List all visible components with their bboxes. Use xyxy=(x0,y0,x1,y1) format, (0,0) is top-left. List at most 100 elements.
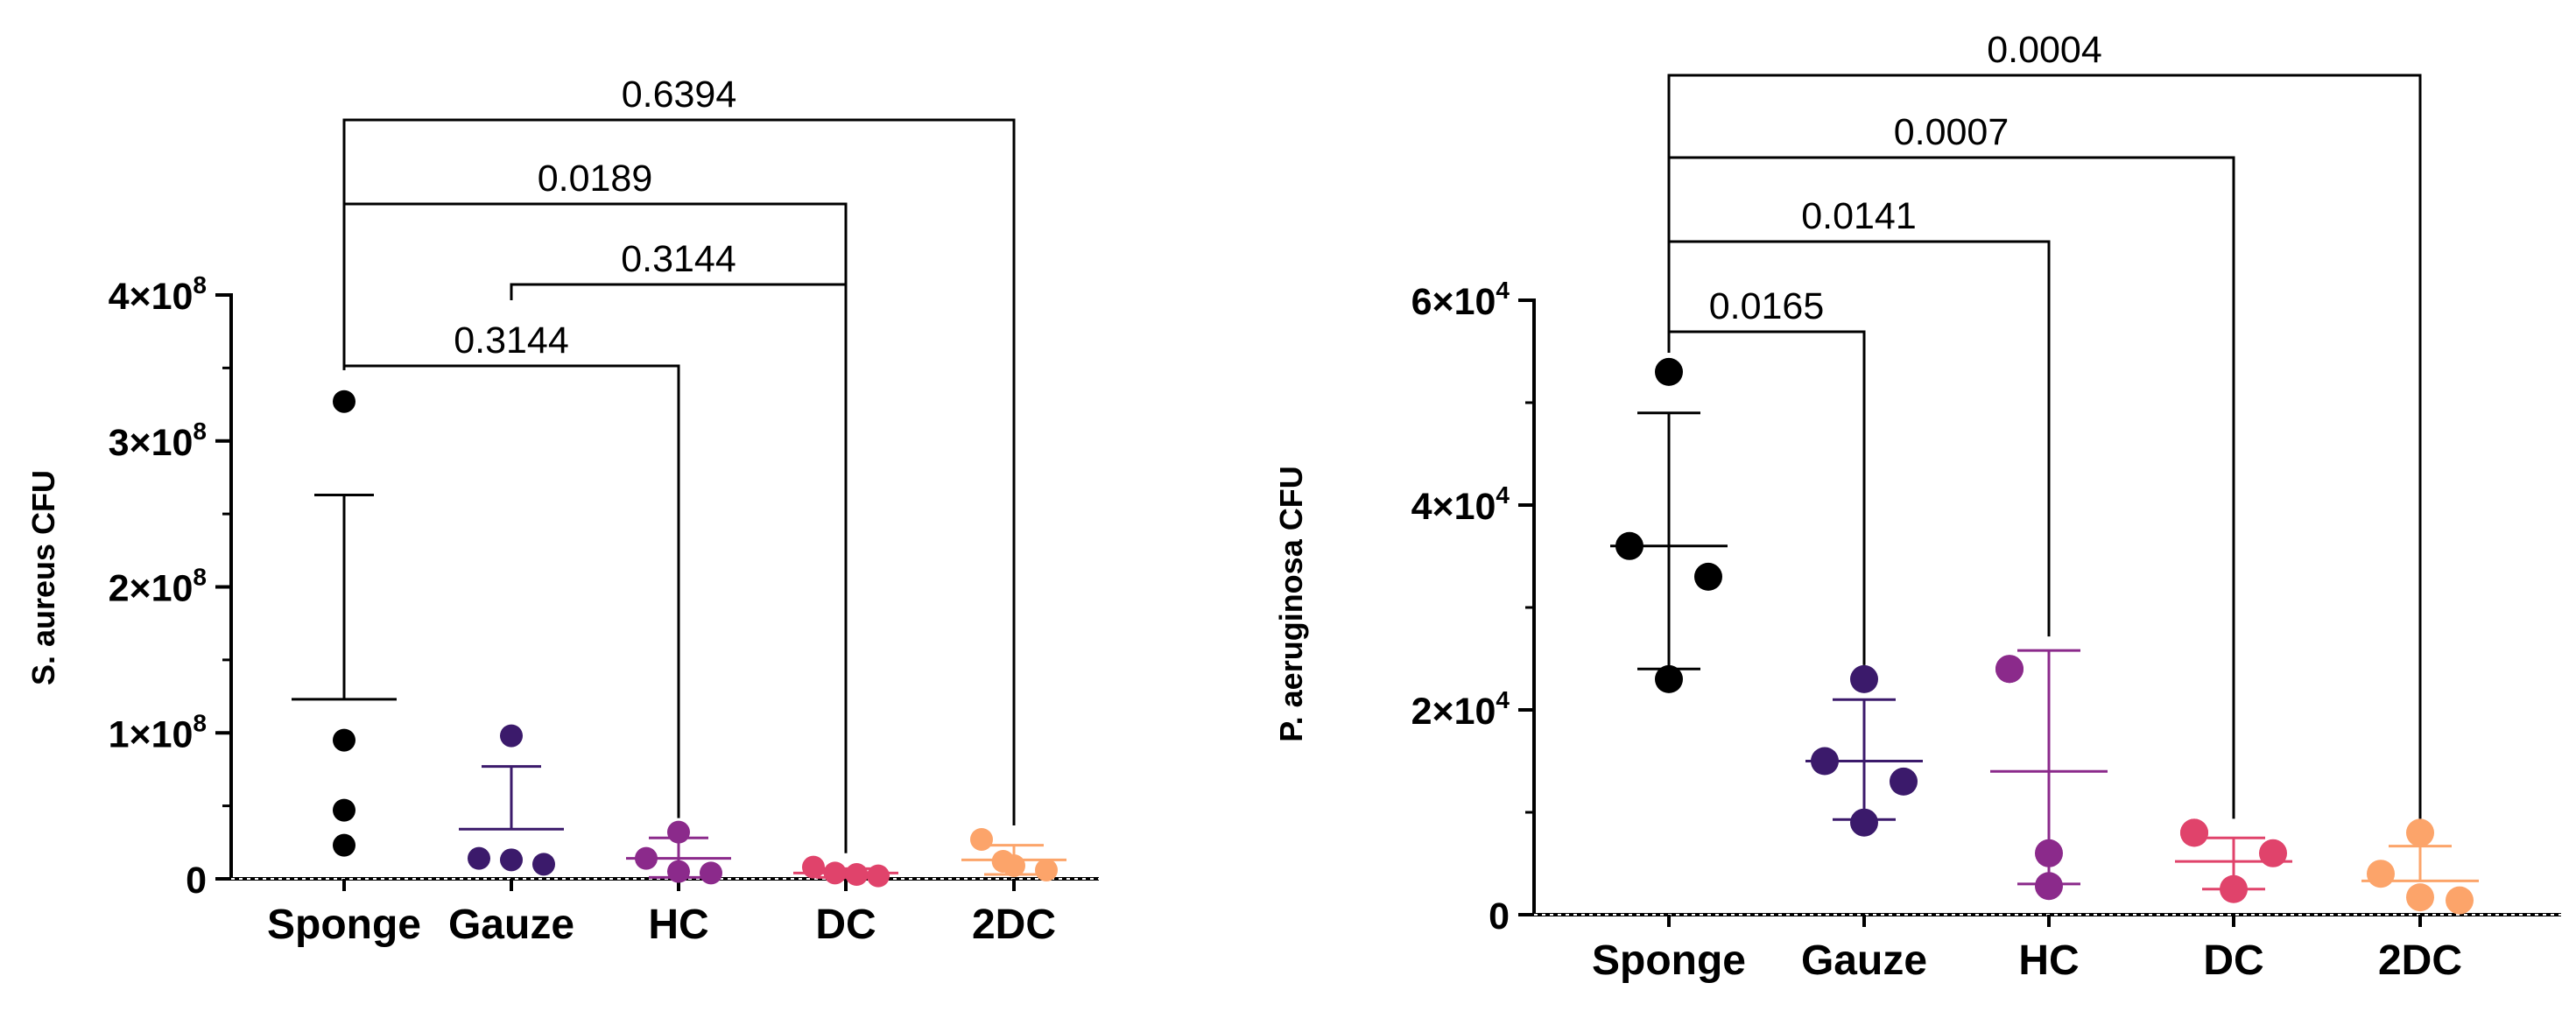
y-tick-label-base: 4×10 xyxy=(1411,486,1496,528)
significance-bracket: 0.3144 xyxy=(342,319,680,818)
data-point xyxy=(2406,818,2434,847)
y-tick-label-exponent: 8 xyxy=(193,271,207,298)
series-hc xyxy=(1990,649,2108,901)
data-point xyxy=(635,846,658,870)
bracket-line xyxy=(1667,156,2235,819)
series-2dc xyxy=(961,827,1066,881)
significance-bracket: 0.0141 xyxy=(1667,195,2051,637)
data-point xyxy=(532,853,555,876)
bracket-line xyxy=(1667,240,2051,637)
data-point xyxy=(2180,818,2208,847)
y-tick-label-base: 2×10 xyxy=(109,568,194,610)
y-tick-label-base: 4×10 xyxy=(109,276,194,318)
p-value-label: 0.3144 xyxy=(621,238,736,280)
data-point xyxy=(2446,886,2474,915)
data-point xyxy=(468,846,490,870)
x-tick-label: Gauze xyxy=(448,902,574,948)
data-point xyxy=(2035,839,2063,867)
data-point xyxy=(1850,664,1878,693)
data-point xyxy=(1811,747,1839,776)
p-value-label: 0.0141 xyxy=(1801,195,1917,237)
y-axis-label: P. aeruginosa CFU xyxy=(1273,466,1309,741)
x-tick-label: Sponge xyxy=(267,902,421,948)
data-point xyxy=(333,798,355,822)
y-tick-label: 0 xyxy=(186,860,207,902)
series-dc xyxy=(793,855,898,888)
x-tick-label: Sponge xyxy=(1592,937,1746,984)
y-tick-label-base: 6×10 xyxy=(1411,281,1496,323)
y-tick-label-exponent: 8 xyxy=(193,564,207,591)
y-axis-label: S. aureus CFU xyxy=(25,470,61,685)
bracket-line xyxy=(342,364,680,818)
data-point xyxy=(333,728,355,752)
y-tick-label-exponent: 4 xyxy=(1496,481,1510,509)
data-point xyxy=(700,861,722,885)
y-tick-label-exponent: 4 xyxy=(1496,277,1510,304)
significance-bracket: 0.0007 xyxy=(1667,111,2235,819)
data-point xyxy=(2367,860,2395,888)
data-point xyxy=(867,864,890,888)
p-value-label: 0.6394 xyxy=(622,74,737,116)
x-tick-label: HC xyxy=(648,902,708,948)
data-point xyxy=(500,848,523,872)
data-point xyxy=(1655,664,1683,693)
data-point xyxy=(1694,562,1722,591)
y-tick-label: 4×104 xyxy=(1411,481,1510,528)
series-gauze xyxy=(459,724,564,876)
bracket-line xyxy=(342,202,848,853)
x-tick-label: DC xyxy=(2203,937,2263,984)
data-point xyxy=(667,820,690,844)
significance-bracket: 0.0189 xyxy=(342,158,848,853)
bracket-line xyxy=(510,283,848,853)
x-tick-label: Gauze xyxy=(1801,937,1927,984)
data-point xyxy=(823,861,847,885)
data-point xyxy=(333,833,355,857)
x-tick-label: HC xyxy=(2018,937,2079,984)
x-tick-label: DC xyxy=(815,902,876,948)
p-value-label: 0.0007 xyxy=(1894,111,2009,153)
data-point xyxy=(667,860,690,883)
data-point xyxy=(1850,808,1878,837)
p-value-label: 0.0189 xyxy=(538,158,653,200)
y-tick-label: 6×104 xyxy=(1411,277,1510,323)
data-point xyxy=(333,390,355,413)
y-tick-label: 2×104 xyxy=(1411,686,1510,733)
y-tick-label: 2×108 xyxy=(109,564,207,610)
significance-bracket: 0.3144 xyxy=(510,238,848,853)
data-point xyxy=(1615,531,1643,560)
data-point xyxy=(845,862,869,886)
data-point xyxy=(1995,655,2023,684)
data-point xyxy=(2220,874,2248,903)
series-sponge xyxy=(1610,357,1728,693)
series-sponge xyxy=(292,390,397,857)
y-tick-label: 1×108 xyxy=(109,709,207,755)
p-value-label: 0.0165 xyxy=(1709,285,1825,327)
bracket-line xyxy=(1667,74,2422,819)
data-point xyxy=(500,724,523,748)
data-point xyxy=(1003,853,1025,877)
bracket-line xyxy=(1667,330,1866,665)
series-hc xyxy=(626,820,731,885)
data-point xyxy=(970,827,993,851)
significance-bracket: 0.0165 xyxy=(1667,285,1866,665)
y-tick-label-exponent: 4 xyxy=(1496,686,1510,713)
y-tick-label: 0 xyxy=(1489,895,1510,937)
data-point xyxy=(1035,858,1058,881)
significance-bracket: 0.0004 xyxy=(1667,29,2422,819)
series-2dc xyxy=(2361,818,2479,915)
y-tick-label: 4×108 xyxy=(109,271,207,318)
data-point xyxy=(2035,872,2063,901)
y-tick-label-base: 3×10 xyxy=(109,422,194,464)
series-dc xyxy=(2175,818,2292,903)
y-tick-label-base: 1×10 xyxy=(109,713,194,755)
data-point xyxy=(2406,883,2434,912)
x-tick-label: 2DC xyxy=(972,902,1056,948)
y-tick-label: 3×108 xyxy=(109,418,207,464)
data-point xyxy=(1890,767,1918,796)
x-tick-label: 2DC xyxy=(2378,937,2462,984)
p-value-label: 0.3144 xyxy=(454,319,569,362)
series-gauze xyxy=(1805,664,1923,837)
